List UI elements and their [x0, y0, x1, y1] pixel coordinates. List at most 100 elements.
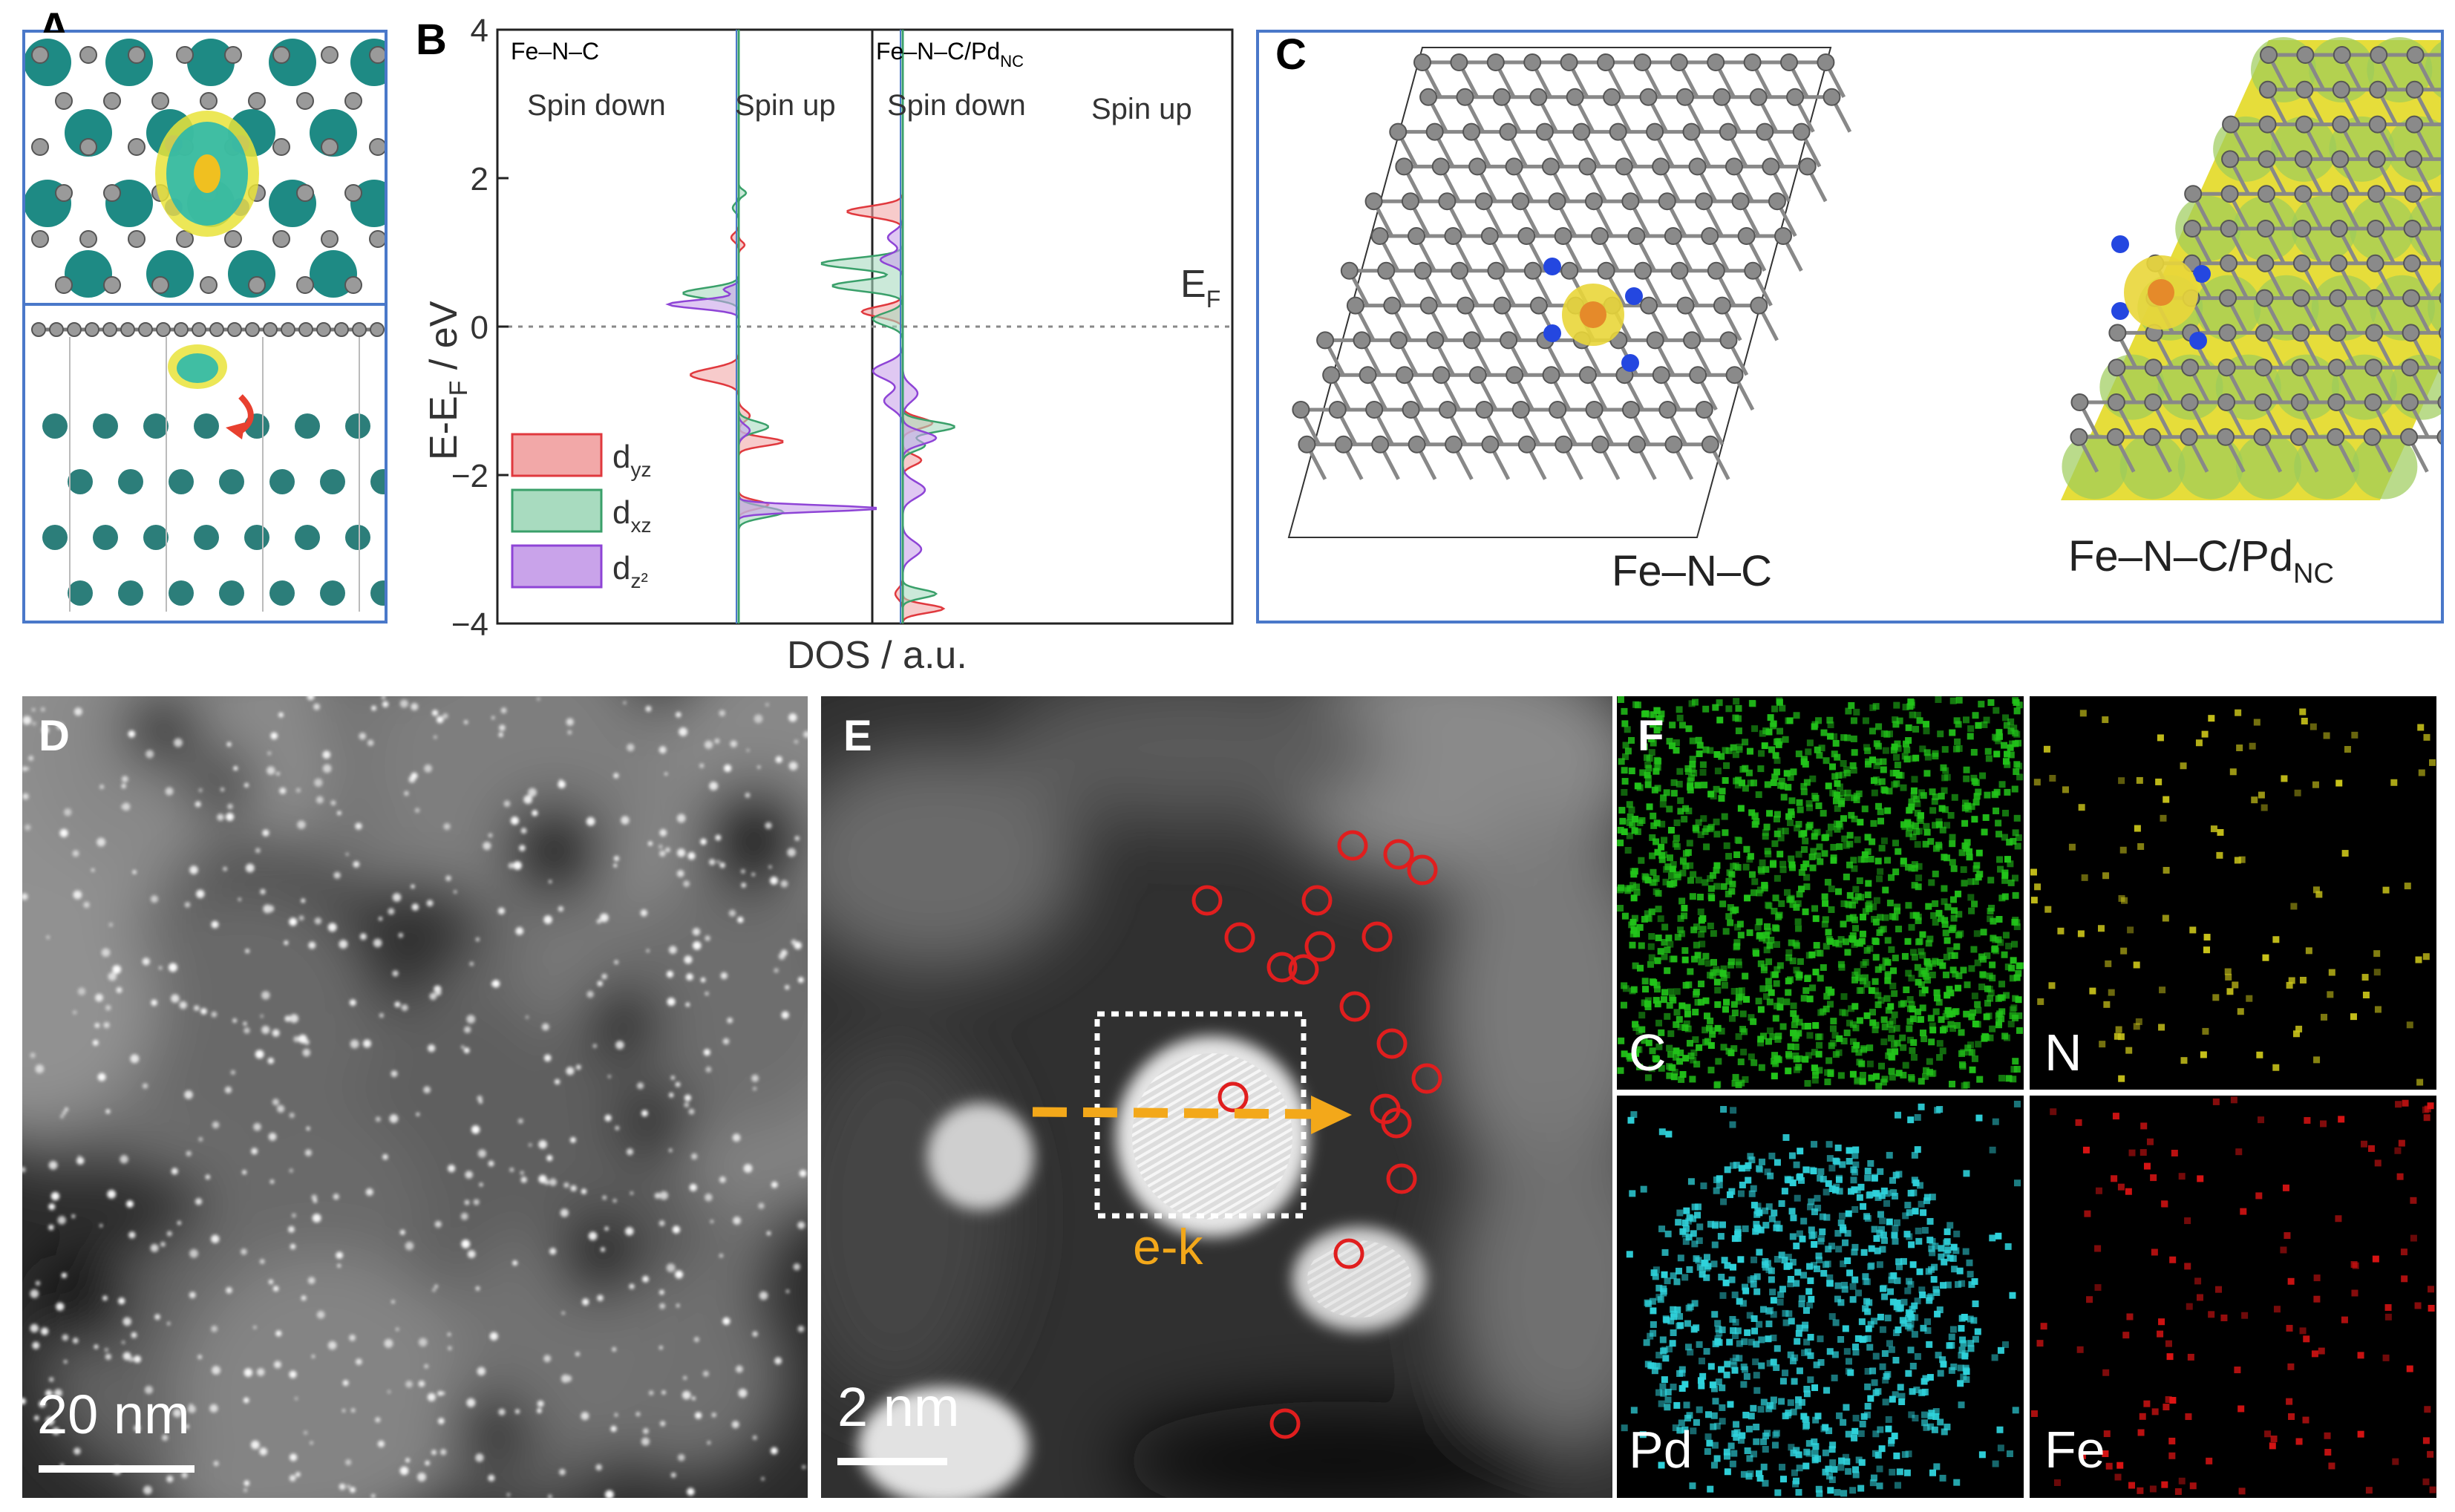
eds-pixel — [1802, 1307, 1810, 1315]
eds-pixel — [1853, 708, 1860, 716]
c-atom — [1523, 261, 1542, 280]
eds-pixel — [1714, 1024, 1722, 1032]
eds-pixel — [1918, 1390, 1926, 1397]
eds-pixel — [1691, 698, 1699, 706]
eds-pixel — [1693, 826, 1700, 834]
eds-pixel — [1777, 782, 1785, 789]
legend-swatch — [511, 544, 603, 589]
eds-pixel — [1857, 819, 1864, 826]
eds-pixel — [2165, 1396, 2172, 1404]
eds-pixel — [2269, 1442, 2276, 1450]
eds-pixel — [1991, 1354, 1998, 1361]
eds-pixel — [2160, 1200, 2168, 1208]
nanoparticle-dot — [592, 1044, 597, 1048]
eds-pixel — [1860, 1045, 1868, 1053]
nanoparticle-dot — [112, 965, 122, 974]
eds-pixel — [1802, 860, 1810, 868]
eds-pixel — [1953, 717, 1961, 724]
eds-label-fe: Fe — [2044, 1421, 2105, 1479]
eds-pixel — [1854, 939, 1861, 946]
eds-pixel — [2287, 1277, 2295, 1285]
eds-pixel — [1650, 1307, 1657, 1315]
c-atom — [1774, 227, 1793, 245]
eds-pixel — [1874, 966, 1882, 973]
eds-pixel — [1756, 918, 1763, 926]
eds-pixel — [2134, 825, 2141, 832]
eds-pixel — [1738, 987, 1745, 995]
c-atom — [2331, 150, 2350, 168]
c-atom — [1328, 401, 1347, 419]
c-atom — [352, 322, 367, 337]
eds-pixel — [1666, 854, 1673, 862]
eds-pixel — [2422, 953, 2430, 960]
eds-pixel — [1768, 1152, 1776, 1159]
eds-pixel — [1940, 1282, 1947, 1289]
eds-pixel — [1796, 1367, 1803, 1375]
eds-pixel — [1869, 756, 1877, 764]
pd-atom — [42, 525, 68, 550]
eds-pixel — [2294, 789, 2301, 796]
nanoparticle-dot — [425, 1460, 430, 1466]
nanoparticle-dot — [91, 868, 95, 872]
c-atom — [2258, 80, 2277, 99]
e-k-region-box — [1094, 1011, 1307, 1219]
eds-pixel — [1660, 1285, 1667, 1292]
eds-pixel — [1782, 736, 1789, 743]
eds-pixel — [2163, 796, 2170, 803]
eds-pixel — [1630, 894, 1638, 902]
eds-pixel — [1685, 981, 1693, 989]
eds-pixel — [1689, 761, 1696, 768]
nanoparticle-dot — [626, 1148, 634, 1156]
eds-pixel — [1702, 952, 1710, 960]
nanoparticle-dot — [61, 1272, 67, 1278]
c-atom — [1316, 331, 1335, 350]
eds-pixel — [1968, 1281, 1975, 1289]
nanoparticle-dot — [50, 1191, 60, 1201]
eds-pixel — [1822, 900, 1829, 907]
nanoparticle-dot — [471, 1125, 480, 1134]
eds-pixel — [1831, 733, 1838, 740]
nanoparticle-dot — [301, 1295, 307, 1301]
c-atom — [1701, 227, 1719, 245]
eds-pixel — [1908, 923, 1915, 931]
eds-pixel — [1730, 988, 1738, 995]
eds-pixel — [1706, 1024, 1713, 1032]
eds-pixel — [1836, 1412, 1843, 1419]
nanoparticle-dot — [72, 1010, 77, 1015]
nanoparticle-dot — [384, 1338, 393, 1348]
eds-pixel — [1851, 1206, 1859, 1214]
eds-pixel — [1941, 1258, 1948, 1266]
c-atom — [2222, 115, 2240, 134]
eds-pixel — [1787, 1399, 1794, 1407]
nanoparticle-dot — [426, 900, 434, 907]
eds-pixel — [1711, 1241, 1719, 1248]
nanoparticle-dot — [752, 1331, 758, 1337]
eds-pixel — [1759, 859, 1766, 866]
eds-pixel — [1854, 968, 1861, 975]
eds-pixel — [1968, 1013, 1975, 1021]
eds-pixel — [1770, 860, 1777, 867]
nanoparticle-dot — [658, 1289, 664, 1295]
eds-pixel — [1727, 961, 1735, 969]
eds-pixel — [1790, 1214, 1797, 1222]
eds-pixel — [1783, 1263, 1791, 1270]
nanoparticle-dot — [32, 1341, 40, 1349]
eds-pixel — [1942, 929, 1949, 937]
eds-pixel — [1929, 1027, 1937, 1034]
eds-pixel — [1812, 1022, 1820, 1030]
nanoparticle-dot — [59, 828, 68, 837]
c-atom — [2295, 115, 2313, 134]
eds-pixel — [1962, 1248, 1969, 1255]
eds-pixel — [2013, 1065, 2021, 1073]
nanoparticle-dot — [613, 856, 620, 862]
c-atom — [1591, 227, 1609, 245]
eds-pixel — [1944, 822, 1951, 829]
eds-pixel — [1621, 828, 1628, 836]
eds-pixel — [1691, 955, 1699, 963]
eds-pixel — [1927, 838, 1935, 845]
nanoparticle-dot — [405, 1380, 413, 1388]
eds-pixel — [1844, 900, 1851, 908]
eds-pixel — [2126, 1313, 2134, 1320]
eds-pixel — [1710, 1462, 1718, 1469]
eds-pixel — [1829, 1459, 1837, 1467]
